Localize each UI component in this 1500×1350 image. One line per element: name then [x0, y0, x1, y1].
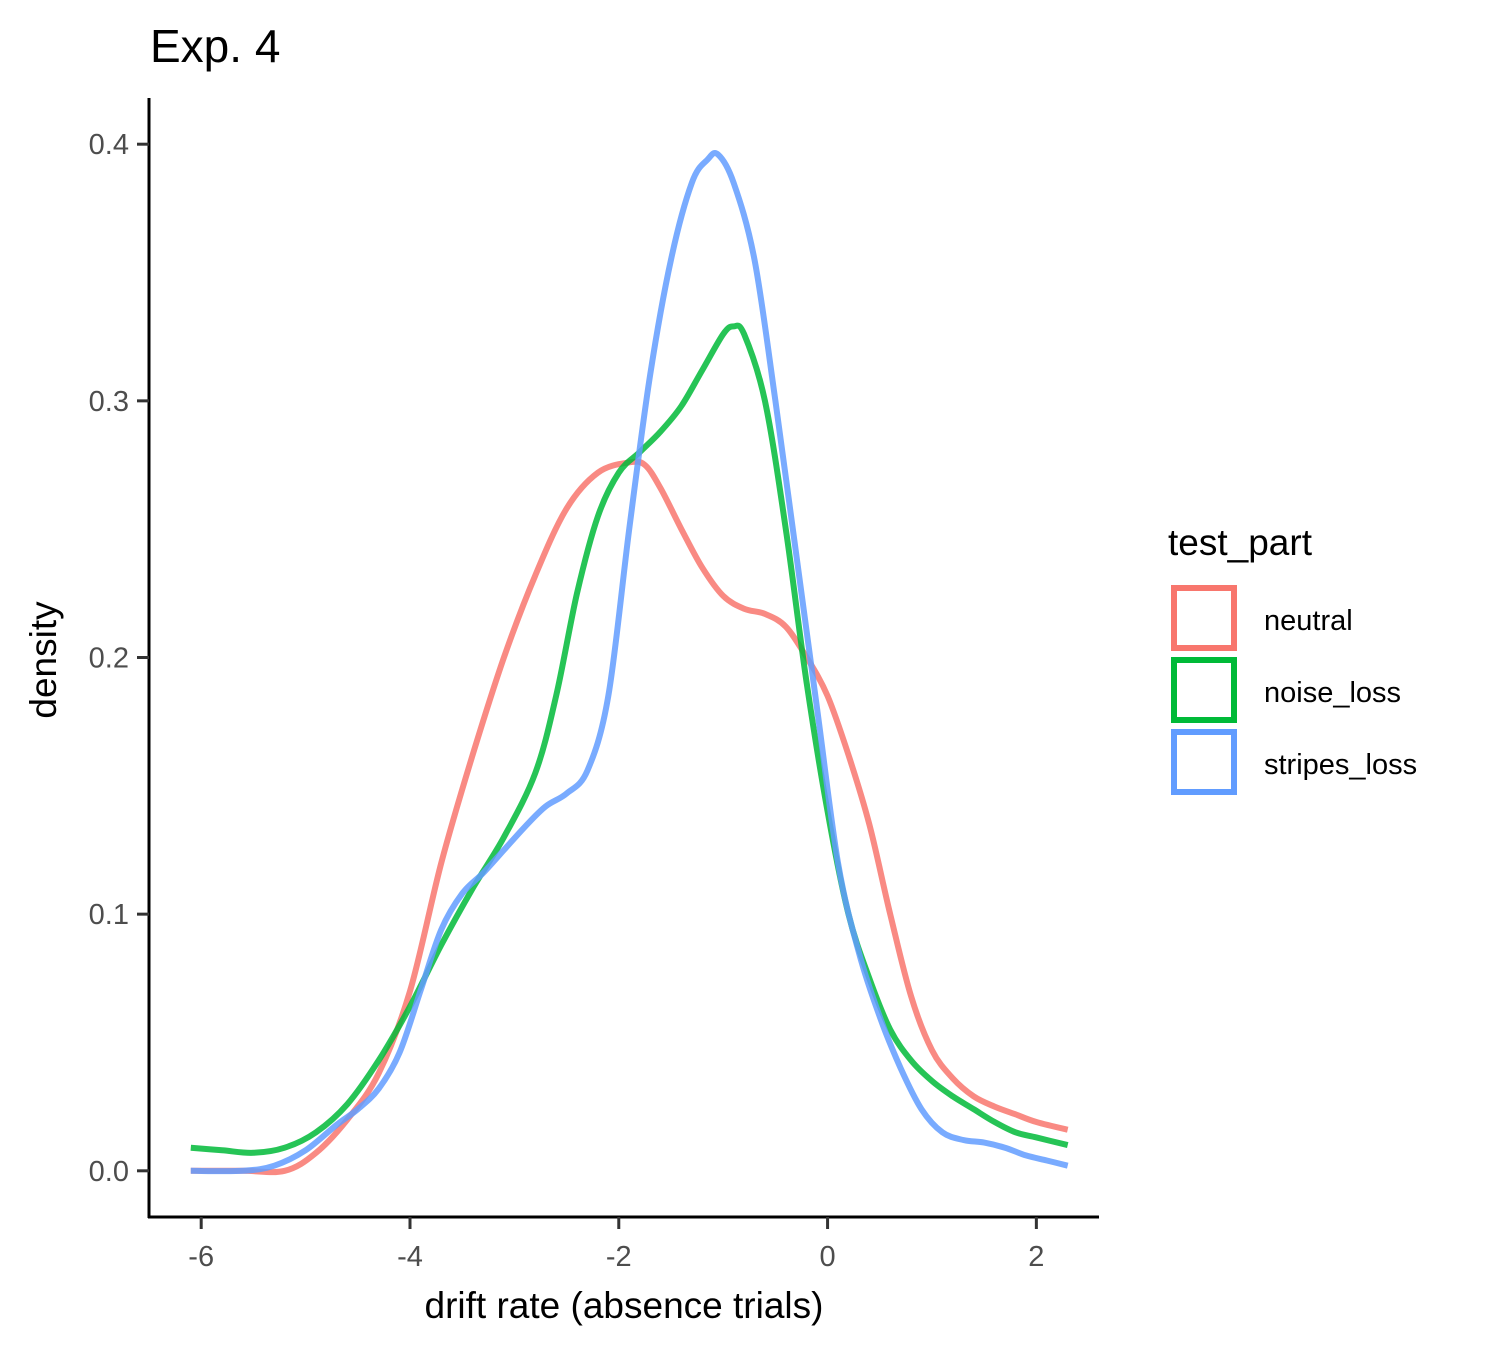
chart-title: Exp. 4	[150, 20, 280, 72]
legend-items: neutral noise_loss stripes_loss	[1171, 585, 1417, 795]
density-line-noise-loss	[190, 322, 1069, 1156]
x-tick-label: -2	[606, 1241, 632, 1273]
series-layer	[190, 150, 1069, 1176]
x-tick-label: 0	[820, 1241, 836, 1273]
y-tick-label: 0.1	[89, 899, 129, 931]
legend-key-neutral	[1171, 585, 1237, 651]
x-tick-label: -6	[188, 1241, 214, 1273]
y-tick-label: 0.4	[89, 129, 129, 161]
x-tick-label: 2	[1028, 1241, 1044, 1273]
density-line-neutral	[190, 458, 1069, 1176]
legend-key-stripes-loss	[1171, 729, 1237, 795]
legend-label-neutral: neutral	[1264, 605, 1353, 637]
legend: test_part neutral noise_loss stripes_loss	[1168, 522, 1417, 795]
y-axis-ticks: 0.0 0.1 0.2 0.3 0.4	[89, 129, 149, 1188]
y-axis-title: density	[23, 601, 64, 719]
legend-label-stripes-loss: stripes_loss	[1264, 749, 1417, 781]
y-tick-label: 0.2	[89, 643, 129, 675]
legend-key-noise-loss	[1171, 657, 1237, 723]
density-line-stripes-loss	[190, 150, 1069, 1175]
x-axis-ticks: -6 -4 -2 0 2	[188, 1217, 1044, 1273]
legend-label-noise-loss: noise_loss	[1264, 677, 1401, 709]
legend-title: test_part	[1168, 522, 1313, 563]
x-axis-title: drift rate (absence trials)	[425, 1285, 824, 1326]
y-tick-label: 0.0	[89, 1156, 129, 1188]
y-tick-label: 0.3	[89, 386, 129, 418]
x-tick-label: -4	[397, 1241, 423, 1273]
